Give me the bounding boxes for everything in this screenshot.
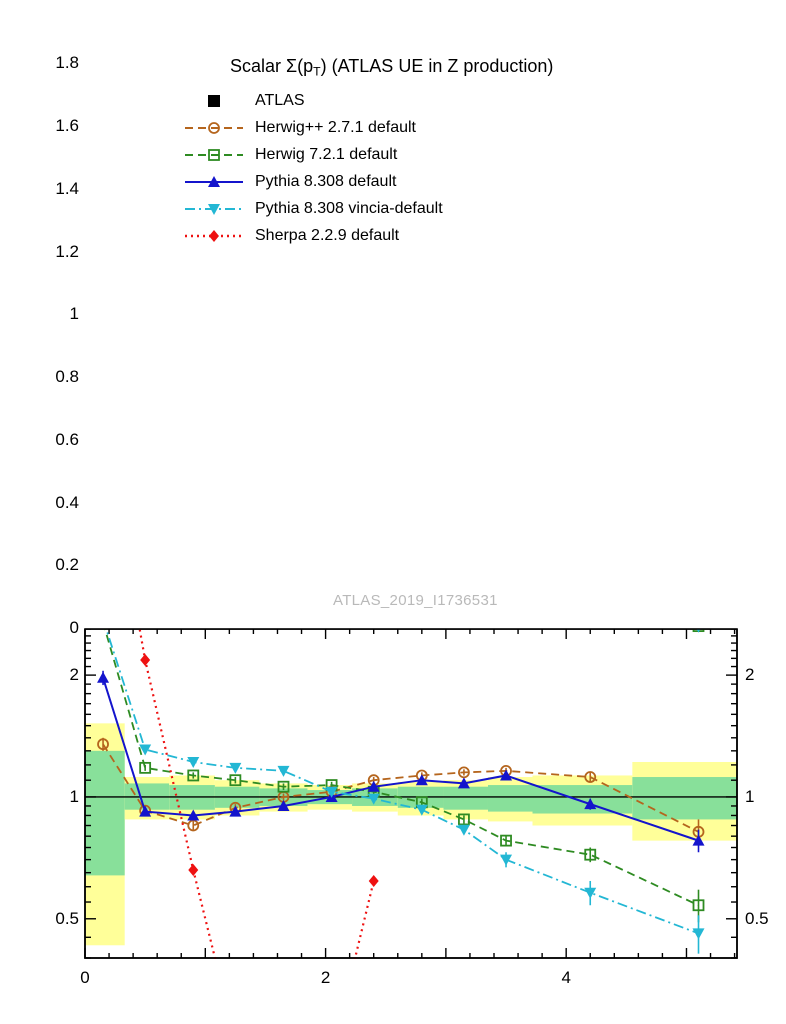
marker-triangle-down [692, 928, 705, 940]
marker-triangle-down [277, 765, 290, 777]
marker-triangle-down [229, 762, 242, 774]
legend-label-pythia: Pythia 8.308 default [255, 172, 397, 190]
y-tick-label-main: 1 [69, 304, 79, 324]
marker-diamond [140, 653, 151, 666]
legend-item-vincia: Pythia 8.308 vincia-default [183, 195, 443, 222]
ratio-line-herwig7 [102, 622, 699, 907]
ratio-clip-left [0, 629, 84, 958]
y-tick-label-ratio-right: 1 [745, 786, 755, 806]
marker-square-open [692, 899, 705, 912]
y-tick-label-main: 1.8 [55, 53, 79, 73]
ratio-clip-bottom [0, 959, 786, 1024]
marker-square [208, 94, 220, 107]
ratio-line-vincia [102, 618, 699, 935]
marker-square-open [139, 761, 152, 774]
legend-marker-herwigpp [183, 117, 245, 139]
marker-diamond [209, 229, 219, 242]
marker-square-open [208, 148, 220, 161]
marker-triangle-down [139, 744, 152, 756]
marker-circle-open [97, 738, 109, 751]
legend-item-pythia: Pythia 8.308 default [183, 168, 443, 195]
legend-label-herwig7: Herwig 7.2.1 default [255, 145, 398, 163]
analysis-watermark: ATLAS_2019_I1736531 [333, 592, 498, 609]
marker-diamond [368, 874, 379, 887]
y-tick-label-main: 1.4 [55, 178, 79, 198]
plot-title-text: Scalar Σ(pT) (ATLAS UE in Z production) [230, 56, 554, 79]
y-tick-label-ratio-right: 0.5 [745, 908, 769, 928]
band-green [632, 777, 737, 820]
y-tick-label-main: 0 [69, 618, 79, 637]
marker-triangle-up [415, 774, 428, 786]
legend-item-atlas: ATLAS [183, 87, 443, 114]
marker-square-open [458, 813, 470, 826]
legend-item-herwigpp: Herwig++ 2.7.1 default [183, 114, 443, 141]
marker-triangle-up [277, 799, 290, 811]
ratio-line-herwigpp [102, 743, 699, 833]
marker-square-open [187, 769, 200, 782]
legend-item-herwig7: Herwig 7.2.1 default [183, 141, 443, 168]
y-tick-label-ratio-right: 2 [745, 665, 755, 685]
legend-label-herwigpp: Herwig++ 2.7.1 default [255, 118, 416, 136]
marker-triangle-up [229, 805, 242, 817]
marker-triangle-up [457, 777, 470, 789]
ratio-line-pythia [102, 677, 699, 842]
marker-square-open [500, 834, 512, 847]
marker-triangle-down [208, 203, 220, 215]
ratio-clip-top [0, 0, 786, 629]
legend-marker-herwig7 [183, 144, 245, 166]
marker-triangle-down [500, 854, 513, 866]
legend-item-sherpa: Sherpa 2.2.9 default [183, 222, 443, 249]
marker-triangle-up [139, 805, 152, 817]
y-tick-label-main: 0.8 [55, 367, 79, 387]
marker-circle-open [208, 121, 220, 134]
x-tick-label: 2 [320, 968, 331, 987]
marker-triangle-down [584, 887, 597, 899]
y-tick-label-main: 1.6 [55, 116, 79, 136]
marker-triangle-up [97, 671, 110, 683]
marker-circle-open [187, 819, 200, 832]
legend-label-atlas: ATLAS [255, 91, 305, 109]
ratio-frame-top [84, 628, 738, 959]
ratio-clip-right [738, 629, 786, 958]
marker-triangle-down [415, 804, 428, 816]
marker-triangle-up [692, 834, 705, 846]
x-tick-label: 4 [561, 968, 571, 987]
y-tick-label-ratio: 1 [69, 786, 79, 806]
plot-title: Scalar Σ(pT) (ATLAS UE in Z production) [230, 56, 553, 78]
legend-label-vincia: Pythia 8.308 vincia-default [255, 199, 443, 217]
marker-triangle-down [457, 824, 470, 836]
band-green [85, 750, 125, 876]
legend: ATLAS Herwig++ 2.7.1 default Herwig 7.2.1 … [183, 87, 443, 249]
y-tick-label-main: 0.2 [55, 555, 79, 575]
marker-triangle-down [367, 793, 380, 805]
band-green [487, 785, 533, 812]
marker-triangle-up [500, 769, 513, 781]
x-tick-label: 0 [80, 968, 90, 987]
marker-circle-open [584, 771, 597, 783]
y-tick-label-main: 0.4 [55, 492, 79, 512]
y-tick-label-ratio: 0.5 [55, 908, 79, 928]
marker-triangle-down [325, 786, 338, 798]
legend-label-sherpa: Sherpa 2.2.9 default [255, 226, 400, 244]
y-tick-label-main: 0.6 [55, 429, 79, 449]
legend-marker-atlas [183, 90, 245, 112]
legend-marker-sherpa [183, 225, 245, 247]
marker-diamond [188, 863, 199, 876]
marker-circle-open [458, 766, 470, 779]
marker-triangle-down [187, 756, 200, 768]
marker-triangle-up [208, 175, 220, 187]
marker-square-open [584, 848, 597, 861]
marker-square-open [277, 780, 290, 793]
y-tick-label-ratio: 2 [69, 665, 79, 685]
marker-triangle-up [367, 780, 380, 792]
marker-triangle-up [584, 798, 597, 810]
legend-marker-vincia [183, 198, 245, 220]
marker-triangle-up [187, 809, 200, 821]
band-green [443, 786, 488, 810]
legend-marker-pythia [183, 171, 245, 193]
marker-square-open [229, 774, 242, 787]
y-tick-label-main: 1.2 [55, 241, 79, 261]
